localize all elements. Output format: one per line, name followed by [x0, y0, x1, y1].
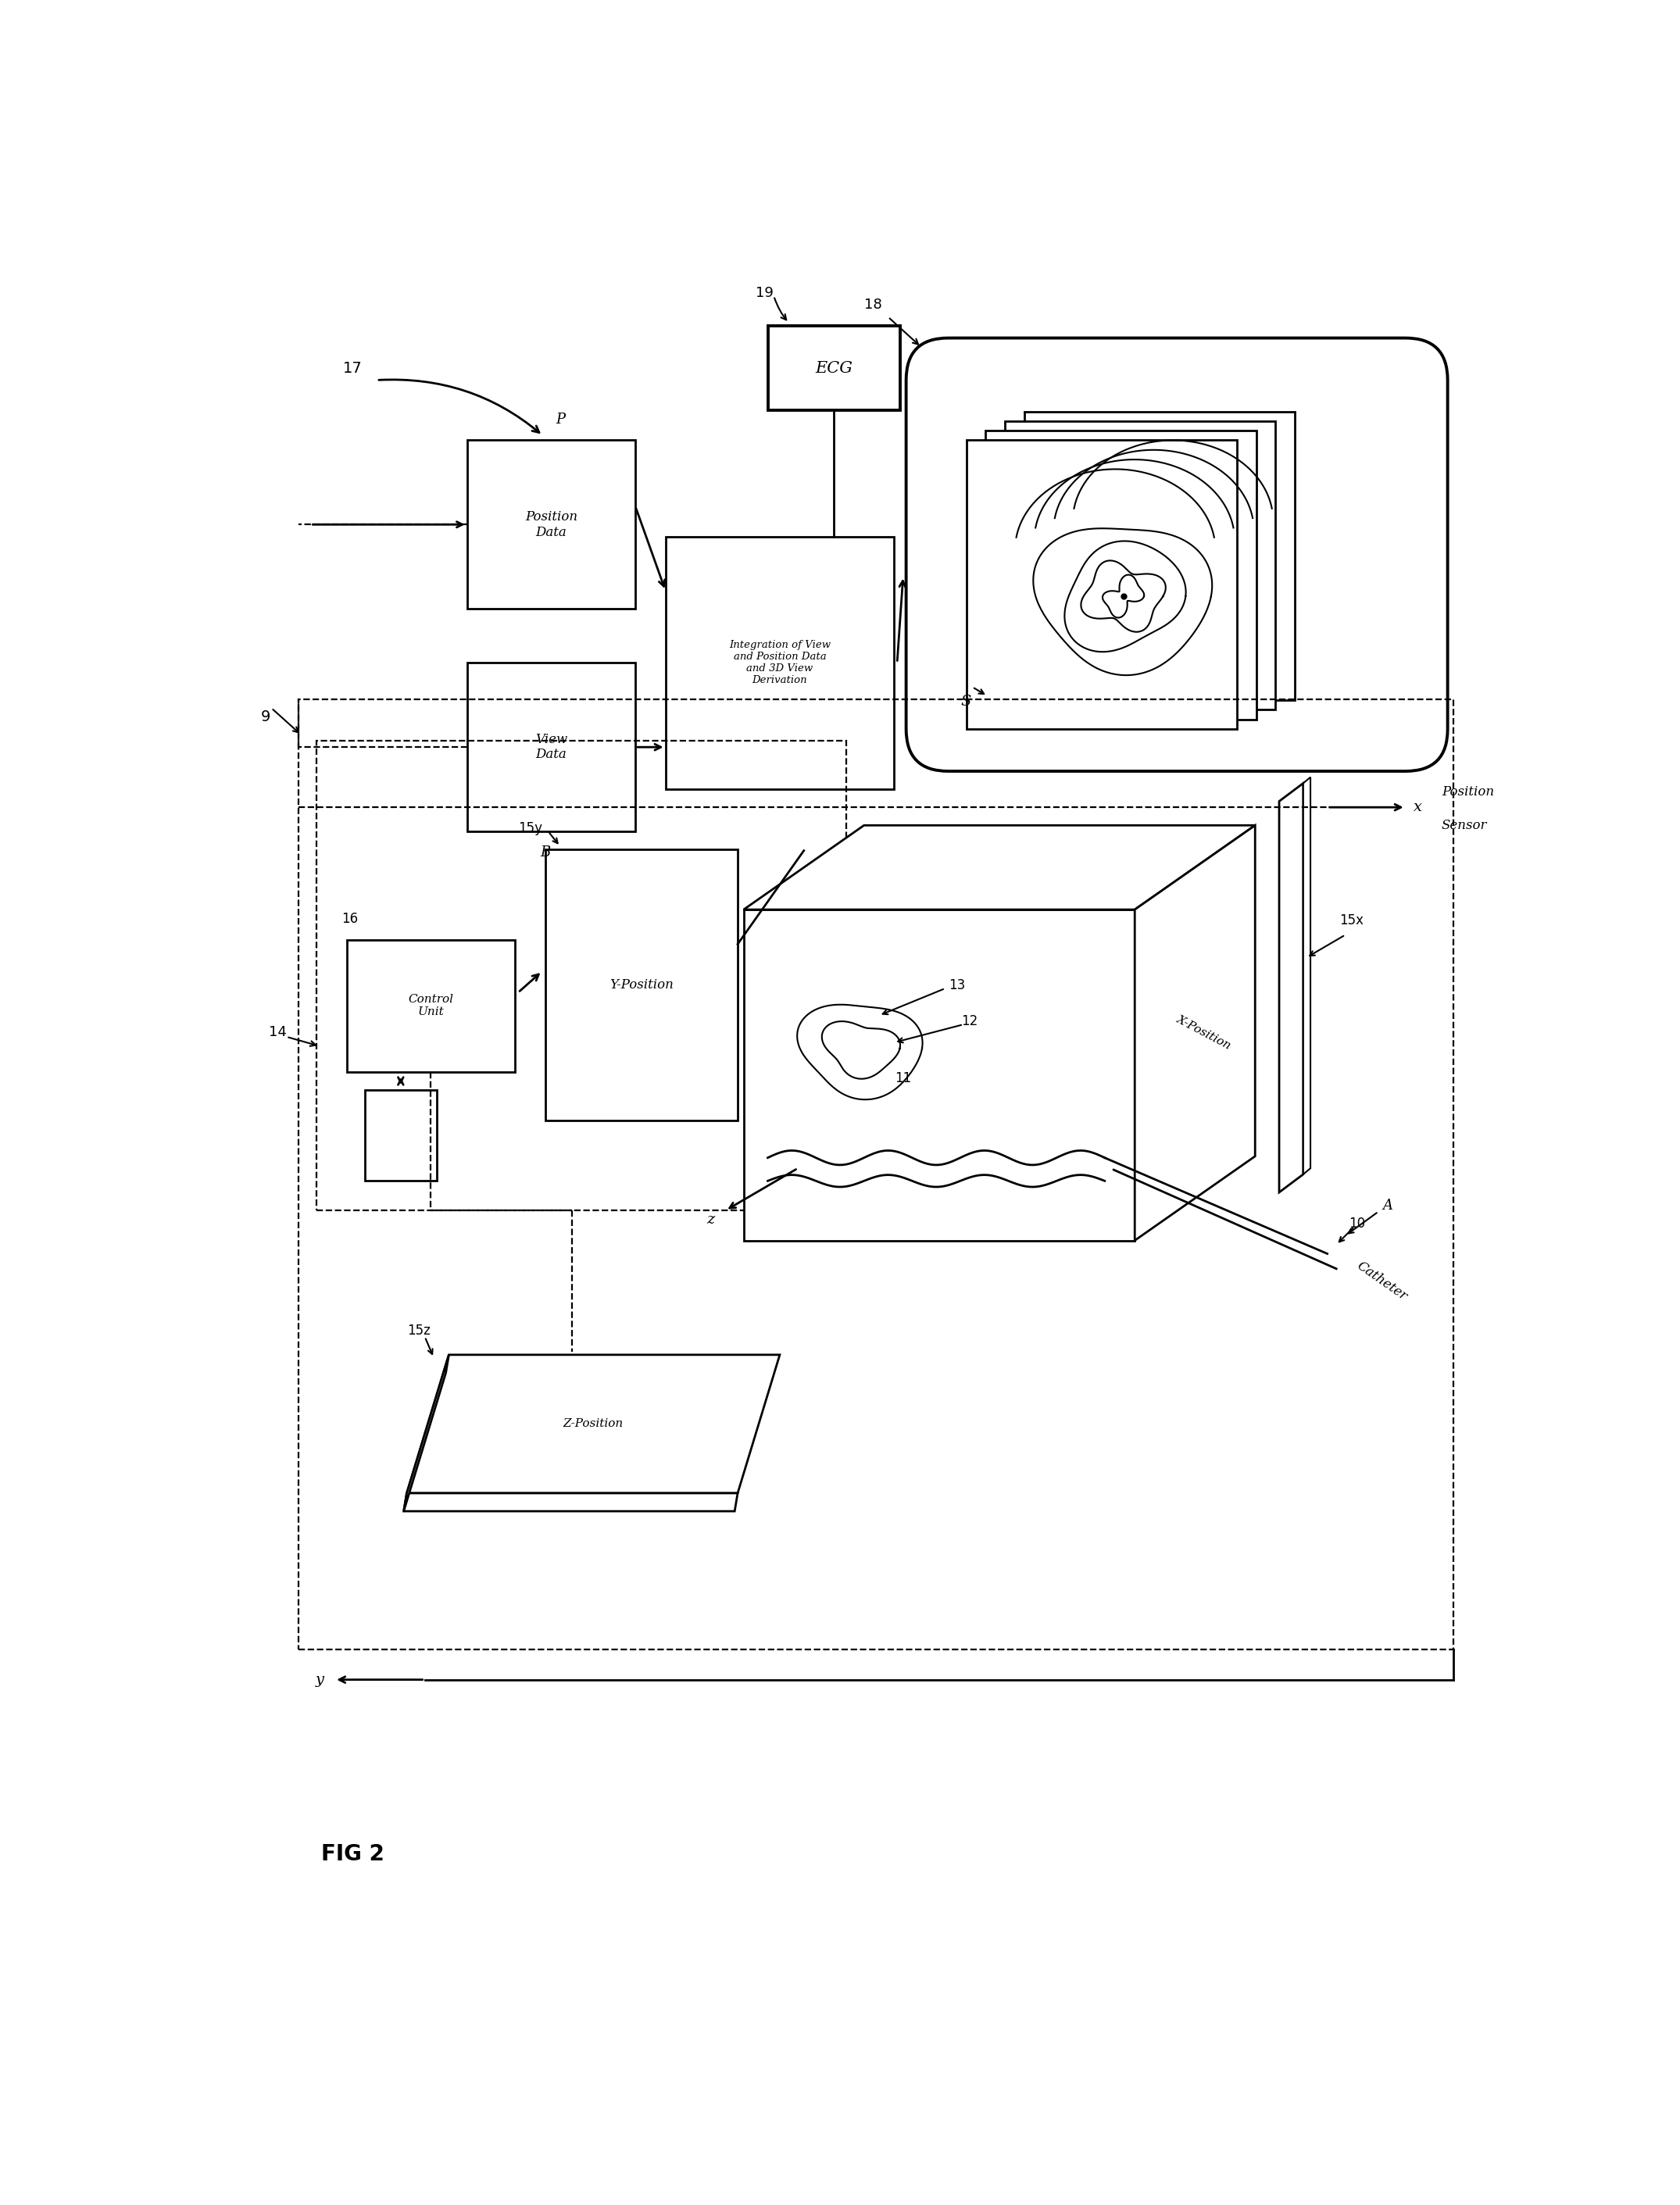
- Text: y: y: [316, 1674, 324, 1687]
- Bar: [1005, 421, 1275, 710]
- Text: View
Data: View Data: [534, 732, 568, 761]
- Bar: [544, 849, 738, 1120]
- Text: Control
Unit: Control Unit: [408, 994, 454, 1019]
- Text: A: A: [1383, 1200, 1393, 1213]
- Polygon shape: [1134, 825, 1255, 1241]
- Text: B: B: [539, 845, 551, 860]
- Text: ECG: ECG: [815, 362, 853, 375]
- Text: Position
Data: Position Data: [524, 509, 578, 538]
- Text: S: S: [961, 695, 971, 710]
- Text: 12: 12: [961, 1014, 978, 1028]
- Text: 19: 19: [756, 287, 774, 300]
- Polygon shape: [1278, 783, 1304, 1193]
- Bar: [316, 741, 847, 1211]
- Bar: [768, 326, 900, 410]
- Text: 14: 14: [269, 1025, 286, 1039]
- Text: 18: 18: [864, 298, 882, 311]
- Text: 13: 13: [949, 979, 966, 992]
- Polygon shape: [1304, 776, 1310, 1175]
- Text: Integration of View
and Position Data
and 3D View
Derivation: Integration of View and Position Data an…: [729, 639, 830, 686]
- Text: 16: 16: [341, 911, 358, 926]
- Text: Y-Position: Y-Position: [610, 979, 674, 992]
- Text: P: P: [556, 412, 564, 426]
- Text: 10: 10: [1349, 1217, 1366, 1230]
- Polygon shape: [744, 825, 1255, 911]
- Polygon shape: [407, 1354, 780, 1493]
- Text: 15z: 15z: [407, 1323, 430, 1338]
- Text: 17: 17: [343, 362, 363, 375]
- Text: 15y: 15y: [517, 820, 543, 836]
- Text: Catheter: Catheter: [1354, 1259, 1410, 1303]
- Text: Sensor: Sensor: [1441, 818, 1487, 831]
- Bar: [346, 939, 516, 1072]
- Text: 11: 11: [895, 1072, 912, 1085]
- Text: FIG 2: FIG 2: [321, 1843, 385, 1865]
- Bar: [467, 441, 635, 609]
- Bar: [467, 664, 635, 831]
- Polygon shape: [403, 1493, 738, 1510]
- Text: X-Position: X-Position: [1174, 1014, 1233, 1052]
- FancyBboxPatch shape: [906, 337, 1448, 772]
- Polygon shape: [744, 911, 1134, 1241]
- Text: Position: Position: [1441, 785, 1494, 798]
- Polygon shape: [403, 1354, 449, 1510]
- Bar: [665, 536, 894, 789]
- Bar: [1025, 412, 1295, 701]
- Bar: [966, 441, 1236, 730]
- Text: 15x: 15x: [1339, 913, 1364, 926]
- Bar: [986, 430, 1257, 719]
- Bar: [365, 1089, 437, 1180]
- Text: z: z: [707, 1213, 714, 1226]
- Text: 9: 9: [260, 710, 270, 725]
- Text: x: x: [1413, 800, 1421, 814]
- Text: Z-Position: Z-Position: [563, 1418, 623, 1429]
- Bar: [299, 699, 1453, 1649]
